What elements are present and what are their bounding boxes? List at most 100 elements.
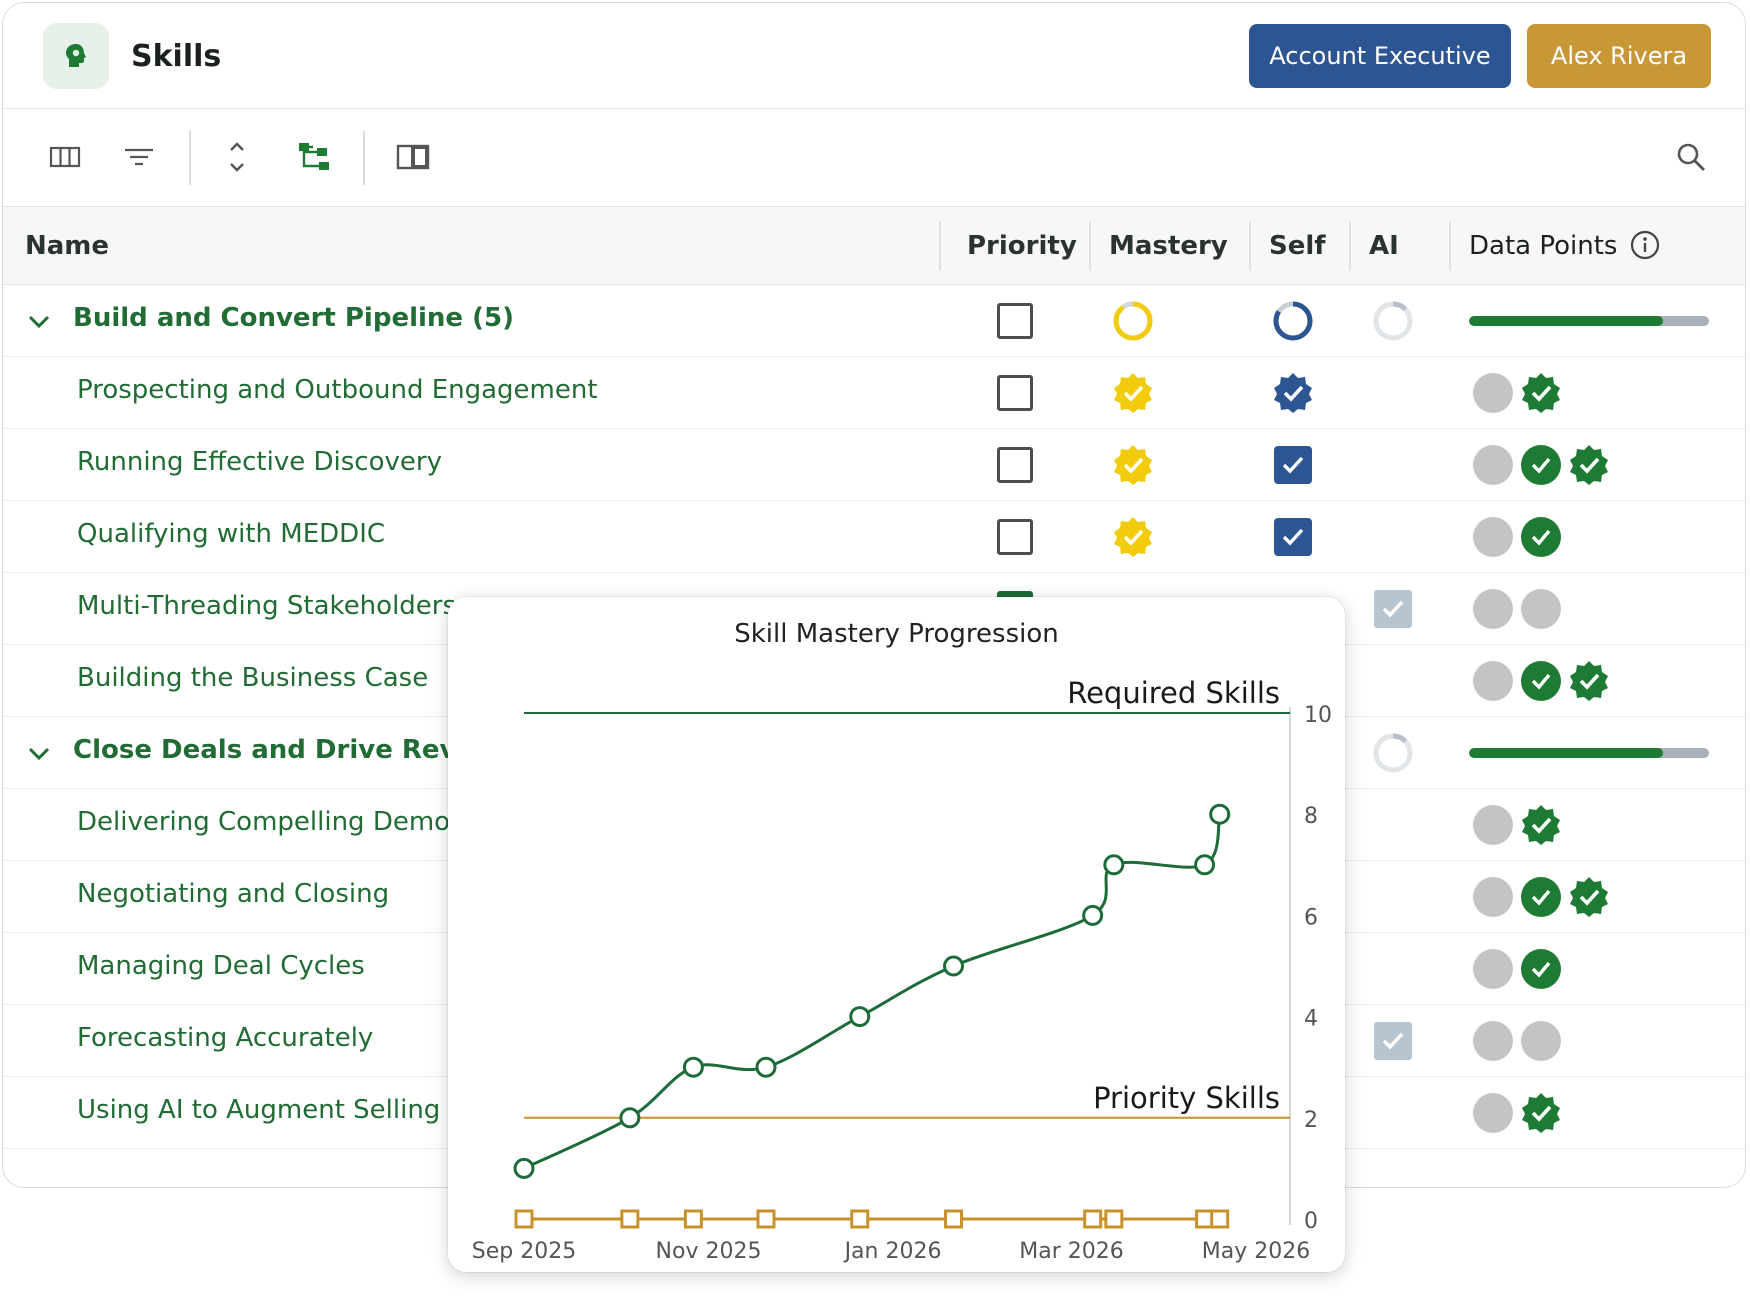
y-tick-label: 4 xyxy=(1304,1007,1318,1032)
priority-checkbox-checked[interactable] xyxy=(997,591,1033,601)
search-icon[interactable] xyxy=(1671,137,1711,177)
verified-badge-icon xyxy=(1111,371,1155,415)
column-divider xyxy=(1249,221,1251,271)
reference-line-label: Priority Skills xyxy=(1093,1081,1280,1115)
x-tick-label: Nov 2025 xyxy=(656,1239,762,1264)
data-point xyxy=(514,1209,534,1229)
priority-checkbox[interactable] xyxy=(993,515,1037,559)
data-point-empty-icon xyxy=(1473,589,1513,629)
self-checkbox-checked[interactable] xyxy=(1271,515,1315,559)
x-tick-label: Mar 2026 xyxy=(1019,1239,1123,1264)
data-points-progress-bar xyxy=(1469,316,1709,326)
y-tick-label: 6 xyxy=(1304,905,1318,930)
check-circle-icon xyxy=(1521,877,1561,917)
skills-head-icon xyxy=(43,23,109,89)
data-point xyxy=(620,1209,640,1229)
column-header-self[interactable]: Self xyxy=(1269,231,1326,261)
column-header-name[interactable]: Name xyxy=(25,231,110,261)
verified-badge-icon xyxy=(1570,661,1608,701)
info-icon[interactable] xyxy=(1629,229,1661,261)
self-checkbox-checked[interactable] xyxy=(1271,443,1315,487)
column-header-ai[interactable]: AI xyxy=(1369,231,1399,261)
skill-label: Running Effective Discovery xyxy=(77,447,442,477)
ai-checkbox-checked[interactable] xyxy=(1371,1019,1415,1063)
reference-line-label: Required Skills xyxy=(1067,676,1280,710)
toolbar xyxy=(3,109,1745,207)
data-point xyxy=(1210,1209,1230,1229)
data-point xyxy=(1103,854,1125,876)
data-point xyxy=(1209,803,1231,825)
column-header-mastery[interactable]: Mastery xyxy=(1109,231,1228,261)
data-point xyxy=(755,1056,777,1078)
ai-ring-icon xyxy=(1371,299,1415,343)
app-header: Skills Account Executive Alex Rivera xyxy=(3,3,1745,109)
y-tick-label: 10 xyxy=(1304,703,1332,728)
list-item[interactable]: Running Effective Discovery xyxy=(3,429,1745,501)
y-tick-label: 2 xyxy=(1304,1108,1318,1133)
column-divider xyxy=(1349,221,1351,271)
hierarchy-icon[interactable] xyxy=(295,137,335,177)
priority-checkbox[interactable] xyxy=(993,371,1037,415)
chevron-down-icon[interactable] xyxy=(25,739,53,767)
toolbar-divider xyxy=(189,131,191,185)
column-header-data-points[interactable]: Data Points xyxy=(1469,231,1618,261)
data-point-empty-icon xyxy=(1473,877,1513,917)
verified-badge-icon xyxy=(1522,1093,1560,1133)
x-tick-label: May 2026 xyxy=(1202,1239,1310,1264)
verified-badge-icon xyxy=(1570,445,1608,485)
skill-progression-popup: Skill Mastery Progression 0 2 4 6 8 10 Sep 202… xyxy=(448,597,1345,1272)
data-point xyxy=(1195,1209,1215,1229)
priority-checkbox[interactable] xyxy=(993,443,1037,487)
self-ring-icon xyxy=(1271,299,1315,343)
data-point xyxy=(943,955,965,977)
list-item[interactable]: Qualifying with MEDDIC xyxy=(3,501,1745,573)
user-button[interactable]: Alex Rivera xyxy=(1527,24,1711,88)
data-point xyxy=(1104,1209,1124,1229)
data-point xyxy=(682,1056,704,1078)
data-point-empty-icon xyxy=(1521,1021,1561,1061)
chevron-down-icon[interactable] xyxy=(25,307,53,335)
data-point xyxy=(513,1157,535,1179)
data-point xyxy=(1083,1209,1103,1229)
skill-label: Building the Business Case xyxy=(77,663,429,693)
series-line xyxy=(523,813,1222,1170)
skill-label: Qualifying with MEDDIC xyxy=(77,519,386,549)
data-point xyxy=(683,1209,703,1229)
data-point xyxy=(619,1107,641,1129)
data-point-empty-icon xyxy=(1473,661,1513,701)
panel-icon[interactable] xyxy=(393,137,433,177)
ai-ring-icon xyxy=(1371,731,1415,775)
data-point-empty-icon xyxy=(1473,1021,1513,1061)
ai-checkbox-checked[interactable] xyxy=(1371,587,1415,631)
role-button[interactable]: Account Executive xyxy=(1249,24,1511,88)
page-title: Skills xyxy=(131,39,222,74)
columns-icon[interactable] xyxy=(45,137,85,177)
filter-icon[interactable] xyxy=(119,137,159,177)
data-point-empty-icon xyxy=(1473,373,1513,413)
verified-badge-icon xyxy=(1111,443,1155,487)
list-item[interactable]: Negotiating and Closing xyxy=(3,861,1745,933)
check-circle-icon xyxy=(1521,949,1561,989)
verified-badge-icon xyxy=(1522,805,1560,845)
data-point-empty-icon xyxy=(1473,805,1513,845)
data-point xyxy=(849,1006,871,1028)
skill-label: Using AI to Augment Selling xyxy=(77,1095,441,1125)
check-circle-icon xyxy=(1521,445,1561,485)
toolbar-divider xyxy=(363,131,365,185)
group-row[interactable]: Build and Convert Pipeline (5) xyxy=(3,285,1745,357)
verified-badge-icon xyxy=(1522,373,1560,413)
expand-collapse-icon[interactable] xyxy=(217,137,257,177)
column-divider xyxy=(1449,221,1451,271)
priority-checkbox[interactable] xyxy=(993,299,1037,343)
list-item[interactable]: Managing Deal Cycles xyxy=(3,933,1745,1005)
skill-label: Multi-Threading Stakeholders xyxy=(77,591,457,621)
check-circle-icon xyxy=(1521,661,1561,701)
skill-label: Forecasting Accurately xyxy=(77,1023,374,1053)
skill-label: Delivering Compelling Demos xyxy=(77,807,464,837)
line-chart: 0 2 4 6 8 10 Sep 2025 Nov 2025 Jan 2026 Mar 2026 M… xyxy=(472,676,1332,1264)
list-item[interactable]: Prospecting and Outbound Engagement xyxy=(3,357,1745,429)
check-circle-icon xyxy=(1521,517,1561,557)
verified-badge-icon xyxy=(1570,877,1608,917)
column-header-priority[interactable]: Priority xyxy=(967,231,1077,261)
data-point-empty-icon xyxy=(1473,949,1513,989)
